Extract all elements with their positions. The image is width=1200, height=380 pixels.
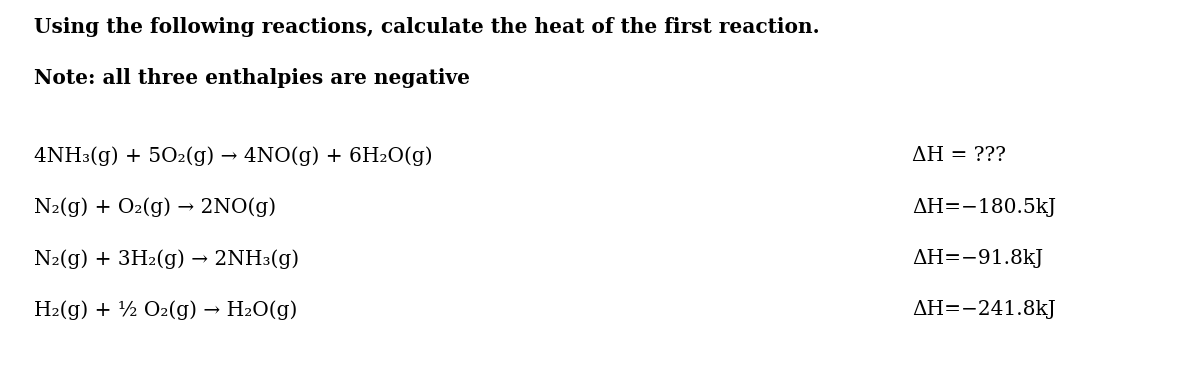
Text: H₂(g) + ½ O₂(g) → H₂O(g): H₂(g) + ½ O₂(g) → H₂O(g): [34, 300, 296, 320]
Text: ΔH = ???: ΔH = ???: [912, 146, 1006, 165]
Text: ΔH=−241.8kJ: ΔH=−241.8kJ: [912, 300, 1056, 319]
Text: ΔH=−180.5kJ: ΔH=−180.5kJ: [912, 198, 1056, 217]
Text: N₂(g) + 3H₂(g) → 2NH₃(g): N₂(g) + 3H₂(g) → 2NH₃(g): [34, 249, 299, 269]
Text: Note: all three enthalpies are negative: Note: all three enthalpies are negative: [34, 68, 469, 89]
Text: Using the following reactions, calculate the heat of the first reaction.: Using the following reactions, calculate…: [34, 17, 820, 37]
Text: 4NH₃(g) + 5O₂(g) → 4NO(g) + 6H₂O(g): 4NH₃(g) + 5O₂(g) → 4NO(g) + 6H₂O(g): [34, 146, 432, 166]
Text: ΔH=−91.8kJ: ΔH=−91.8kJ: [912, 249, 1043, 268]
Text: N₂(g) + O₂(g) → 2NO(g): N₂(g) + O₂(g) → 2NO(g): [34, 198, 276, 217]
